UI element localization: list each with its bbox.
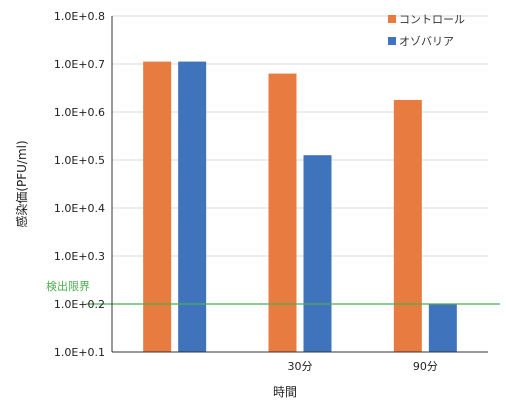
bar — [268, 73, 297, 352]
legend-label: オゾバリア — [399, 35, 454, 48]
bars — [143, 61, 457, 352]
x-axis-title: 時間 — [273, 385, 297, 399]
y-tick-label: 1.0E+0.3 — [54, 250, 105, 263]
y-tick-label: 1.0E+0.6 — [54, 106, 105, 119]
y-tick-labels: 1.0E+0.8 1.0E+0.7 1.0E+0.6 1.0E+0.5 1.0E+0.4… — [54, 10, 105, 359]
bar — [393, 100, 422, 352]
y-tick-label: 1.0E+0.7 — [54, 58, 105, 71]
y-tick-label: 1.0E+0.5 — [54, 154, 105, 167]
detection-limit-label: 検出限界 — [46, 279, 90, 293]
y-tick-label: 1.0E+0.2 — [54, 298, 105, 311]
legend-swatch — [388, 15, 396, 23]
bar — [428, 304, 457, 352]
y-axis-title: 感染価(PFU/ml) — [14, 140, 29, 227]
bar — [143, 61, 172, 352]
bar — [178, 61, 207, 352]
bar — [303, 155, 332, 352]
x-tick-label: 90分 — [413, 360, 438, 373]
legend-label: コントロール — [399, 13, 465, 26]
x-tick-labels: 30分 90分 — [288, 360, 438, 373]
legend-swatch — [388, 37, 396, 45]
x-tick-label: 30分 — [288, 360, 313, 373]
y-tick-label: 1.0E+0.4 — [54, 202, 105, 215]
axes — [111, 16, 488, 353]
y-tick-label: 1.0E+0.1 — [54, 346, 105, 359]
y-tick-label: 1.0E+0.8 — [54, 10, 105, 23]
